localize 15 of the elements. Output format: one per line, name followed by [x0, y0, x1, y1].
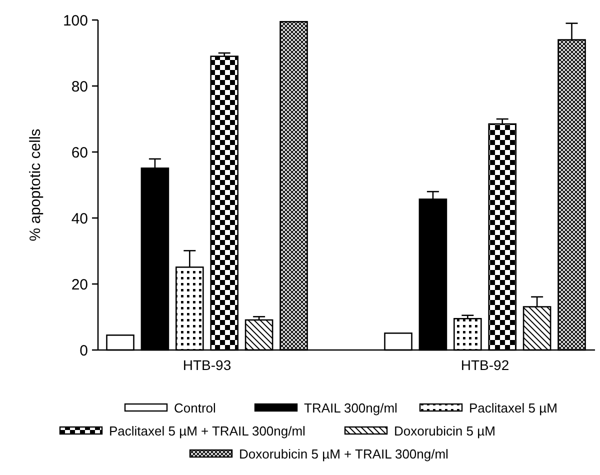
y-tick-label: 80 — [71, 78, 88, 96]
legend-label: Control — [174, 400, 216, 416]
y-tick-label: 40 — [71, 210, 88, 228]
y-tick-label: 20 — [71, 276, 88, 294]
legend-label: Paclitaxel 5 µM — [469, 400, 558, 416]
legend-label: Doxorubicin 5 µM + TRAIL 300ng/ml — [239, 446, 449, 462]
legend-label: Doxorubicin 5 µM — [394, 424, 496, 439]
x-tick-label: HTB-92 — [460, 357, 510, 373]
y-axis-title: % apoptotic cells — [27, 128, 44, 242]
legend-label: TRAIL 300ng/ml — [304, 400, 398, 416]
y-tick-label: 0 — [80, 342, 88, 360]
x-tick-label: HTB-93 — [182, 357, 232, 373]
legend-label: Paclitaxel 5 µM + TRAIL 300ng/ml — [109, 424, 306, 439]
y-tick-label: 100 — [62, 12, 88, 30]
y-tick-label: 60 — [71, 144, 88, 162]
